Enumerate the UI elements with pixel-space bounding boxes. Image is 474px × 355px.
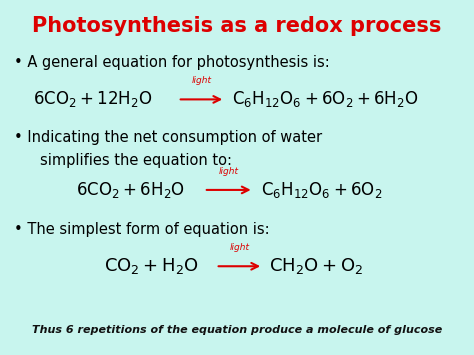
Text: light: light [191,76,211,86]
Text: $\mathregular{CH_2O + O_2}$: $\mathregular{CH_2O + O_2}$ [269,256,364,276]
Text: $\mathregular{6CO_2 + 6H_2O}$: $\mathregular{6CO_2 + 6H_2O}$ [76,180,185,200]
Text: • Indicating the net consumption of water: • Indicating the net consumption of wate… [14,130,322,144]
Text: simplifies the equation to:: simplifies the equation to: [40,153,232,168]
Text: • The simplest form of equation is:: • The simplest form of equation is: [14,222,270,237]
Text: Photosynthesis as a redox process: Photosynthesis as a redox process [32,16,442,36]
Text: light: light [219,167,239,176]
Text: $\mathregular{CO_2 + H_2O}$: $\mathregular{CO_2 + H_2O}$ [104,256,199,276]
Text: Thus 6 repetitions of the equation produce a molecule of glucose: Thus 6 repetitions of the equation produ… [32,325,442,335]
Text: $\mathregular{C_6H_{12}O_6 + 6O_2}$: $\mathregular{C_6H_{12}O_6 + 6O_2}$ [261,180,382,200]
Text: $\mathregular{6CO_2 + 12H_2O}$: $\mathregular{6CO_2 + 12H_2O}$ [33,89,153,109]
Text: light: light [229,243,249,252]
Text: $\mathregular{C_6H_{12}O_6 + 6O_2 + 6H_2O}$: $\mathregular{C_6H_{12}O_6 + 6O_2 + 6H_2… [232,89,419,109]
Text: • A general equation for photosynthesis is:: • A general equation for photosynthesis … [14,55,330,70]
